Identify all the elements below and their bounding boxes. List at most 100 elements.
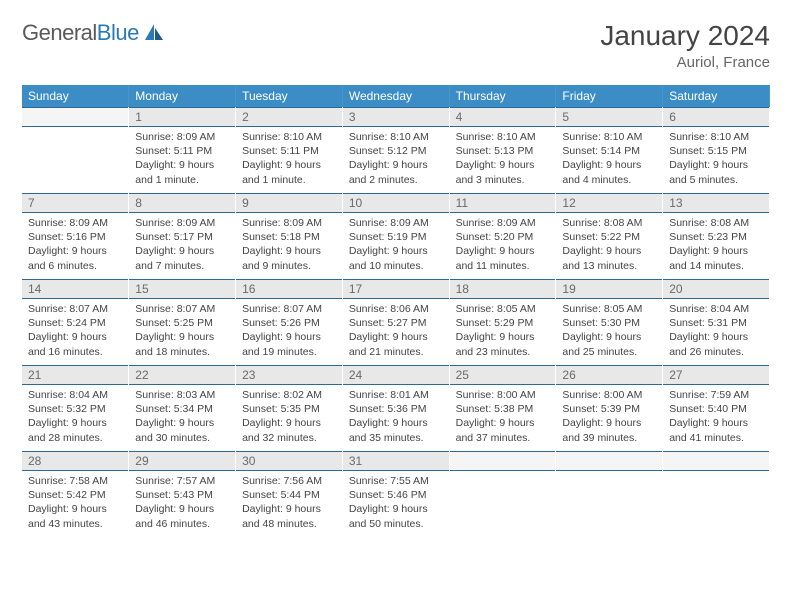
logo-text-blue: Blue <box>97 20 139 45</box>
sunrise-line: Sunrise: 8:02 AM <box>242 388 336 402</box>
day-number: 7 <box>22 193 128 213</box>
sunrise-line: Sunrise: 8:05 AM <box>562 302 656 316</box>
day-details: Sunrise: 8:04 AMSunset: 5:32 PMDaylight:… <box>22 385 128 448</box>
day-number: 26 <box>556 365 662 385</box>
title-block: January 2024 Auriol, France <box>600 20 770 71</box>
daylight-line: Daylight: 9 hours and 43 minutes. <box>28 502 122 530</box>
sunset-line: Sunset: 5:12 PM <box>349 144 443 158</box>
sunrise-line: Sunrise: 8:10 AM <box>349 130 443 144</box>
day-number: 30 <box>236 451 342 471</box>
daylight-line: Daylight: 9 hours and 7 minutes. <box>135 244 229 272</box>
calendar-cell: 16Sunrise: 8:07 AMSunset: 5:26 PMDayligh… <box>236 279 343 365</box>
day-details: Sunrise: 8:09 AMSunset: 5:11 PMDaylight:… <box>129 127 235 190</box>
day-details: Sunrise: 7:58 AMSunset: 5:42 PMDaylight:… <box>22 471 128 534</box>
sunset-line: Sunset: 5:25 PM <box>135 316 229 330</box>
sunset-line: Sunset: 5:13 PM <box>456 144 550 158</box>
sunset-line: Sunset: 5:26 PM <box>242 316 336 330</box>
day-details: Sunrise: 8:09 AMSunset: 5:17 PMDaylight:… <box>129 213 235 276</box>
daylight-line: Daylight: 9 hours and 16 minutes. <box>28 330 122 358</box>
month-title: January 2024 <box>600 20 770 52</box>
sunset-line: Sunset: 5:34 PM <box>135 402 229 416</box>
sunrise-line: Sunrise: 8:07 AM <box>28 302 122 316</box>
day-details: Sunrise: 8:07 AMSunset: 5:25 PMDaylight:… <box>129 299 235 362</box>
daylight-line: Daylight: 9 hours and 18 minutes. <box>135 330 229 358</box>
location-label: Auriol, France <box>600 54 770 71</box>
day-number-empty: . <box>22 107 128 127</box>
logo-sail-icon <box>143 22 165 45</box>
sunset-line: Sunset: 5:35 PM <box>242 402 336 416</box>
calendar-cell: 6Sunrise: 8:10 AMSunset: 5:15 PMDaylight… <box>663 107 770 193</box>
calendar-cell: 19Sunrise: 8:05 AMSunset: 5:30 PMDayligh… <box>556 279 663 365</box>
sunrise-line: Sunrise: 8:07 AM <box>242 302 336 316</box>
day-number: 4 <box>450 107 556 127</box>
sunset-line: Sunset: 5:22 PM <box>562 230 656 244</box>
daylight-line: Daylight: 9 hours and 32 minutes. <box>242 416 336 444</box>
calendar-cell: 23Sunrise: 8:02 AMSunset: 5:35 PMDayligh… <box>236 365 343 451</box>
day-details: Sunrise: 8:00 AMSunset: 5:39 PMDaylight:… <box>556 385 662 448</box>
weekday-header: Wednesday <box>342 85 449 107</box>
sunrise-line: Sunrise: 8:09 AM <box>28 216 122 230</box>
daylight-line: Daylight: 9 hours and 35 minutes. <box>349 416 443 444</box>
calendar-cell: 3Sunrise: 8:10 AMSunset: 5:12 PMDaylight… <box>342 107 449 193</box>
day-number: 24 <box>343 365 449 385</box>
sunset-line: Sunset: 5:36 PM <box>349 402 443 416</box>
calendar-cell: 22Sunrise: 8:03 AMSunset: 5:34 PMDayligh… <box>129 365 236 451</box>
calendar-row: 7Sunrise: 8:09 AMSunset: 5:16 PMDaylight… <box>22 193 770 279</box>
calendar-cell: . <box>22 107 129 193</box>
logo-text: GeneralBlue <box>22 20 139 46</box>
daylight-line: Daylight: 9 hours and 39 minutes. <box>562 416 656 444</box>
calendar-body: .1Sunrise: 8:09 AMSunset: 5:11 PMDayligh… <box>22 107 770 537</box>
calendar-cell: 18Sunrise: 8:05 AMSunset: 5:29 PMDayligh… <box>449 279 556 365</box>
day-number: 3 <box>343 107 449 127</box>
sunrise-line: Sunrise: 8:00 AM <box>456 388 550 402</box>
calendar-cell: 10Sunrise: 8:09 AMSunset: 5:19 PMDayligh… <box>342 193 449 279</box>
day-number: 1 <box>129 107 235 127</box>
sunrise-line: Sunrise: 8:05 AM <box>456 302 550 316</box>
daylight-line: Daylight: 9 hours and 13 minutes. <box>562 244 656 272</box>
daylight-line: Daylight: 9 hours and 23 minutes. <box>456 330 550 358</box>
daylight-line: Daylight: 9 hours and 1 minute. <box>242 158 336 186</box>
daylight-line: Daylight: 9 hours and 1 minute. <box>135 158 229 186</box>
day-number: 14 <box>22 279 128 299</box>
calendar-row: .1Sunrise: 8:09 AMSunset: 5:11 PMDayligh… <box>22 107 770 193</box>
day-details: Sunrise: 8:00 AMSunset: 5:38 PMDaylight:… <box>450 385 556 448</box>
sunrise-line: Sunrise: 8:04 AM <box>28 388 122 402</box>
sunrise-line: Sunrise: 8:10 AM <box>242 130 336 144</box>
day-details: Sunrise: 8:03 AMSunset: 5:34 PMDaylight:… <box>129 385 235 448</box>
day-number: 2 <box>236 107 342 127</box>
sunset-line: Sunset: 5:44 PM <box>242 488 336 502</box>
sunrise-line: Sunrise: 8:03 AM <box>135 388 229 402</box>
day-details: Sunrise: 8:09 AMSunset: 5:19 PMDaylight:… <box>343 213 449 276</box>
calendar-cell: 28Sunrise: 7:58 AMSunset: 5:42 PMDayligh… <box>22 451 129 537</box>
sunset-line: Sunset: 5:39 PM <box>562 402 656 416</box>
sunset-line: Sunset: 5:18 PM <box>242 230 336 244</box>
daylight-line: Daylight: 9 hours and 28 minutes. <box>28 416 122 444</box>
day-number-empty: . <box>663 451 769 471</box>
calendar-cell: 25Sunrise: 8:00 AMSunset: 5:38 PMDayligh… <box>449 365 556 451</box>
day-number-empty: . <box>450 451 556 471</box>
day-details: Sunrise: 8:07 AMSunset: 5:26 PMDaylight:… <box>236 299 342 362</box>
day-number: 16 <box>236 279 342 299</box>
sunrise-line: Sunrise: 8:08 AM <box>562 216 656 230</box>
day-number: 18 <box>450 279 556 299</box>
day-number: 28 <box>22 451 128 471</box>
sunset-line: Sunset: 5:23 PM <box>669 230 763 244</box>
sunset-line: Sunset: 5:15 PM <box>669 144 763 158</box>
day-details: Sunrise: 7:55 AMSunset: 5:46 PMDaylight:… <box>343 471 449 534</box>
calendar-cell: 5Sunrise: 8:10 AMSunset: 5:14 PMDaylight… <box>556 107 663 193</box>
calendar-cell: 7Sunrise: 8:09 AMSunset: 5:16 PMDaylight… <box>22 193 129 279</box>
sunrise-line: Sunrise: 8:10 AM <box>669 130 763 144</box>
day-details: Sunrise: 8:09 AMSunset: 5:18 PMDaylight:… <box>236 213 342 276</box>
sunset-line: Sunset: 5:11 PM <box>242 144 336 158</box>
sunset-line: Sunset: 5:19 PM <box>349 230 443 244</box>
day-number: 12 <box>556 193 662 213</box>
day-details: Sunrise: 8:10 AMSunset: 5:12 PMDaylight:… <box>343 127 449 190</box>
sunrise-line: Sunrise: 8:00 AM <box>562 388 656 402</box>
day-details: Sunrise: 8:09 AMSunset: 5:16 PMDaylight:… <box>22 213 128 276</box>
day-details: Sunrise: 8:08 AMSunset: 5:23 PMDaylight:… <box>663 213 769 276</box>
calendar-cell: 26Sunrise: 8:00 AMSunset: 5:39 PMDayligh… <box>556 365 663 451</box>
sunset-line: Sunset: 5:30 PM <box>562 316 656 330</box>
day-number: 21 <box>22 365 128 385</box>
sunrise-line: Sunrise: 7:59 AM <box>669 388 763 402</box>
day-details: Sunrise: 8:10 AMSunset: 5:14 PMDaylight:… <box>556 127 662 190</box>
